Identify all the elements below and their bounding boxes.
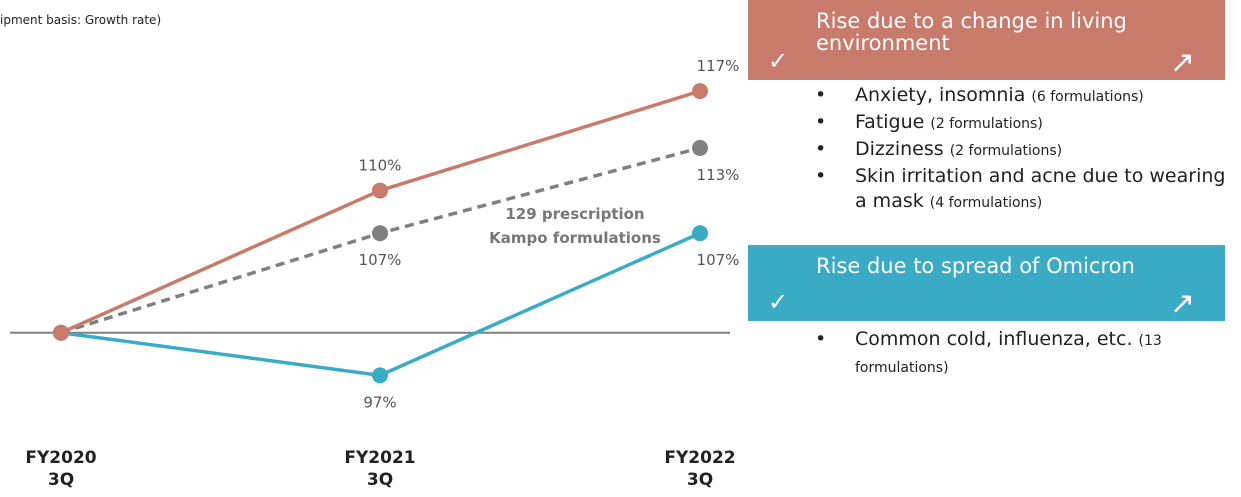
series-name: 129 prescription Kampo formulations: [489, 205, 661, 247]
bullet-item: Skin irritation and acne due to wearing …: [815, 164, 1235, 216]
item-text: Skin irritation and acne due to wearing …: [855, 165, 1226, 212]
panel-title: Rise due to spread of Omicron: [816, 254, 1135, 278]
item-text: Anxiety, insomnia: [855, 84, 1026, 106]
data-point: [692, 225, 708, 242]
check-icon: ✓: [768, 47, 789, 75]
data-label: 113%: [697, 166, 740, 184]
data-point: [692, 83, 708, 100]
data-label: 110%: [359, 157, 402, 175]
bullet-list: Anxiety, insomnia (6 formulations)Fatigu…: [815, 83, 1235, 216]
x-tick-label: FY2022 3Q: [664, 448, 736, 490]
x-tick-label: FY2021 3Q: [344, 448, 416, 490]
data-label: 107%: [697, 251, 740, 269]
bullet-item: Fatigue (2 formulations): [815, 110, 1235, 137]
chart: 107% 113% 97% 107% 110% 117%: [10, 57, 740, 411]
data-point: [372, 182, 388, 199]
arrow-icon: ↗: [1169, 45, 1195, 80]
item-note: (13 formulations): [855, 333, 1162, 376]
data-point: [53, 324, 69, 341]
arrow-icon: ↗: [1169, 286, 1195, 321]
item-text: Common cold, influenza, etc.: [855, 328, 1133, 350]
item-note: (6 formulations): [1031, 89, 1144, 105]
panel-header: ✓ Rise due to a change in living environm…: [748, 0, 1225, 80]
item-note: (2 formulations): [930, 116, 1043, 132]
item-text: Dizziness: [855, 138, 944, 160]
panel-header: ✓ Rise due to spread of Omicron ↗: [748, 245, 1225, 321]
bullet-item: Dizziness (2 formulations): [815, 137, 1235, 164]
bullet-list: Common cold, influenza, etc. (13 formula…: [815, 327, 1235, 381]
data-label: 117%: [697, 57, 740, 75]
bullet-item: Anxiety, insomnia (6 formulations): [815, 83, 1235, 110]
data-label: 97%: [363, 393, 396, 411]
x-tick-label: FY2020 3Q: [25, 448, 97, 490]
data-point: [372, 225, 388, 242]
item-note: (2 formulations): [949, 143, 1063, 159]
check-icon: ✓: [768, 288, 789, 316]
subtitle: ipment basis: Growth rate): [0, 13, 162, 27]
data-point: [372, 367, 388, 384]
item-text: Fatigue: [855, 111, 925, 133]
panel-title: Rise due to a change in living environme…: [816, 9, 1127, 55]
data-point: [692, 139, 708, 156]
bullet-item: Common cold, influenza, etc. (13 formula…: [815, 327, 1235, 381]
data-label: 107%: [359, 251, 402, 269]
item-note: (4 formulations): [929, 195, 1043, 211]
